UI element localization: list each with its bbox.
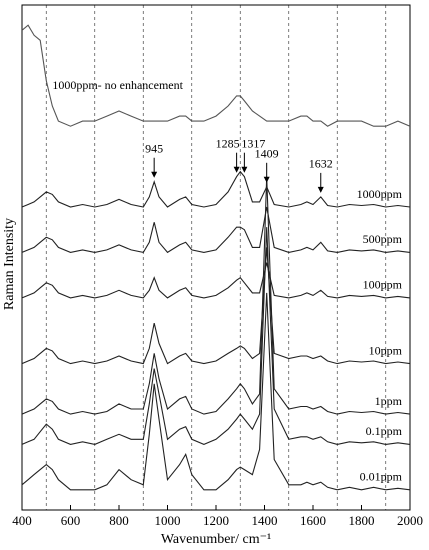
series-label: 0.1ppm: [366, 424, 403, 438]
annotation-label: 1632: [309, 157, 333, 171]
x-tick-label: 800: [109, 513, 129, 528]
series-label: 1000ppm: [357, 187, 403, 201]
spectrum-line: [21, 292, 411, 491]
annotation-arrowhead: [263, 176, 270, 183]
annotation-label: 1409: [255, 147, 279, 161]
spectrum-line: [21, 227, 411, 445]
spectrum-line: [21, 206, 411, 254]
plot-frame: [21, 4, 411, 511]
annotation-label: 1317: [241, 136, 265, 150]
y-axis-label: Raman Intensity: [2, 218, 17, 310]
spectrum-line: [21, 262, 411, 299]
series-label: 10ppm: [369, 343, 403, 357]
spectrum-line: [21, 176, 411, 415]
annotation-arrowhead: [233, 166, 240, 173]
x-tick-label: 600: [61, 513, 81, 528]
x-tick-label: 1200: [203, 513, 229, 528]
annotation-label: 945: [145, 142, 163, 156]
series-label: 0.01ppm: [360, 470, 403, 484]
spectrum-line: [21, 247, 411, 365]
annotation-label: 1285: [216, 136, 240, 150]
spectrum-line: [21, 170, 411, 208]
x-tick-label: 2000: [397, 513, 423, 528]
x-tick-label: 1000: [155, 513, 181, 528]
annotation-arrowhead: [241, 166, 248, 173]
annotation-arrowhead: [151, 171, 158, 178]
x-tick-label: 1600: [300, 513, 326, 528]
x-tick-label: 400: [12, 513, 32, 528]
series-label: 100ppm: [363, 278, 403, 292]
series-label: 1ppm: [375, 394, 403, 408]
spectrum-line: [21, 24, 411, 127]
x-axis-label: Wavenumber/ cm⁻¹: [161, 532, 271, 547]
series-label: 1000ppm- no enhancement: [52, 78, 183, 92]
annotation-arrowhead: [317, 186, 324, 193]
x-tick-label: 1800: [349, 513, 375, 528]
x-tick-label: 1400: [252, 513, 278, 528]
series-label: 500ppm: [363, 232, 403, 246]
